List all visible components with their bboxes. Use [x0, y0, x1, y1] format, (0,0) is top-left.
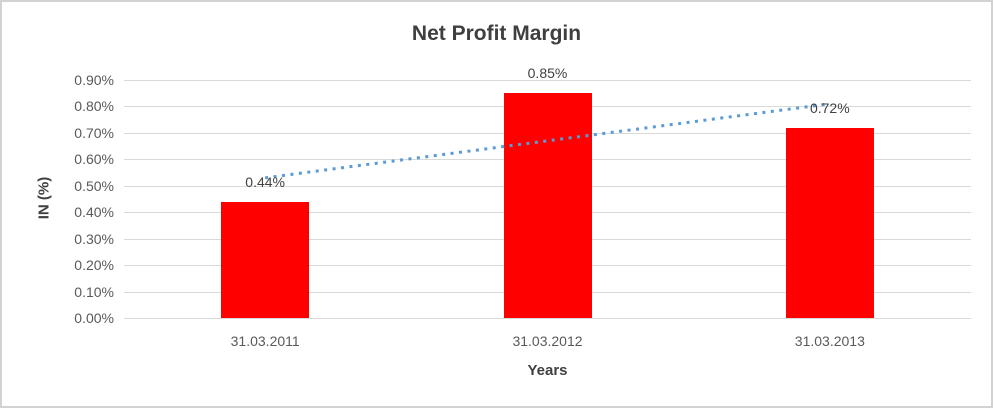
y-tick-label: 0.20%	[74, 257, 114, 274]
bar-data-label: 0.44%	[245, 173, 285, 190]
y-tick-label: 0.10%	[74, 283, 114, 300]
y-tick-label: 0.00%	[74, 310, 114, 326]
bar-31.03.2013	[785, 127, 874, 318]
chart-title: Net Profit Margin	[411, 22, 582, 45]
x-tick-label: 31.03.2013	[794, 333, 865, 349]
bar-data-label: 0.85%	[527, 65, 568, 82]
y-tick-label: 0.30%	[74, 230, 114, 247]
y-tick-label: 0.50%	[74, 177, 114, 194]
gridline	[124, 80, 971, 81]
bar-data-label: 0.72%	[809, 99, 850, 116]
y-tick-label: 0.70%	[74, 124, 114, 141]
gridline	[124, 318, 971, 319]
x-tick-label: 31.03.2011	[230, 333, 300, 349]
y-tick-label: 0.40%	[74, 204, 114, 221]
y-tick-label: 0.80%	[74, 98, 114, 115]
bar-31.03.2012	[503, 93, 592, 318]
x-axis-title: Years	[527, 362, 568, 379]
bar-31.03.2011	[221, 201, 310, 318]
x-tick-label: 31.03.2012	[512, 333, 583, 349]
y-tick-label: 0.90%	[74, 72, 114, 88]
y-tick-label: 0.60%	[74, 151, 114, 168]
